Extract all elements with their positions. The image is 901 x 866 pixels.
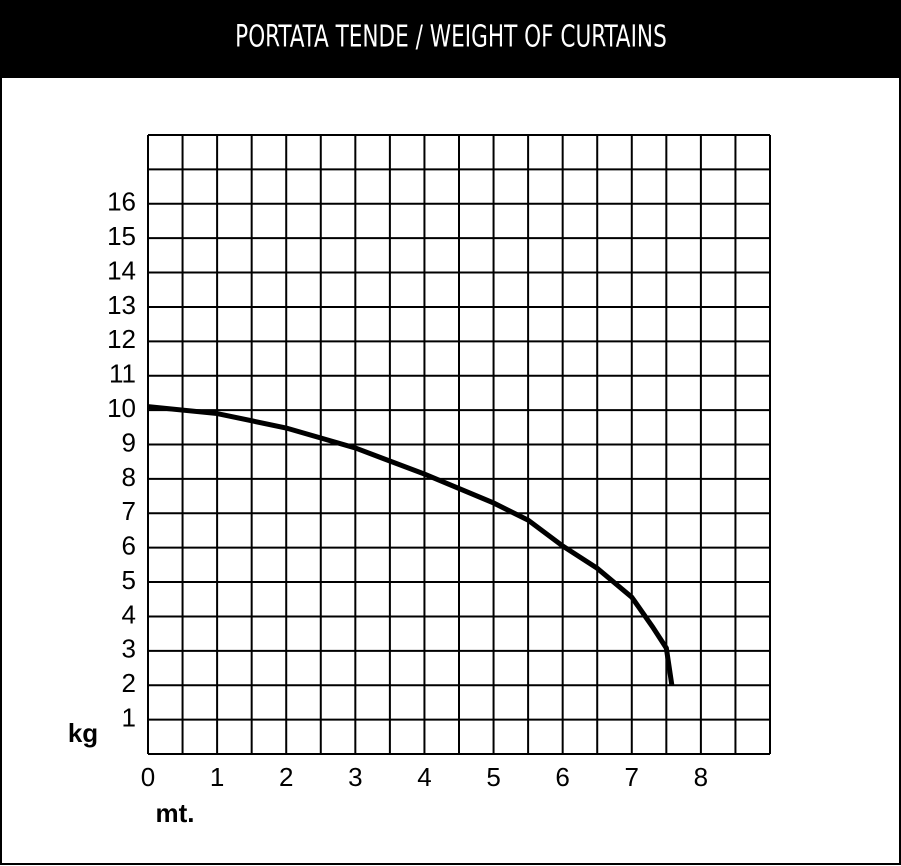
y-tick-label: 8 xyxy=(122,462,136,492)
y-tick-label: 7 xyxy=(122,496,136,526)
y-tick-label: 9 xyxy=(122,427,136,457)
y-tick-label: 6 xyxy=(122,531,136,561)
y-tick-label: 12 xyxy=(107,324,136,354)
x-tick-label: 6 xyxy=(555,762,569,792)
data-line xyxy=(147,404,675,686)
x-tick-label: 5 xyxy=(486,762,500,792)
chart-title: PORTATA TENDE / WEIGHT OF CURTAINS xyxy=(235,20,667,54)
y-tick-label: 14 xyxy=(107,255,136,285)
x-tick-label: 1 xyxy=(210,762,224,792)
y-tick-label: 13 xyxy=(107,290,136,320)
x-tick-label: 3 xyxy=(348,762,362,792)
x-tick-label: 4 xyxy=(417,762,431,792)
y-tick-label: 2 xyxy=(122,668,136,698)
y-tick-label: 5 xyxy=(122,565,136,595)
y-tick-label: 4 xyxy=(122,599,136,629)
x-tick-label: 8 xyxy=(694,762,708,792)
y-tick-label: 15 xyxy=(107,221,136,251)
y-tick-label: 1 xyxy=(122,702,136,732)
x-tick-label: 7 xyxy=(625,762,639,792)
y-axis-label: kg xyxy=(68,718,98,748)
x-tick-label: 0 xyxy=(141,762,155,792)
y-tick-label: 16 xyxy=(107,187,136,217)
x-tick-label: 2 xyxy=(279,762,293,792)
header-bar xyxy=(0,0,901,78)
x-axis-label: mt. xyxy=(156,798,195,828)
y-tick-label: 3 xyxy=(122,634,136,664)
y-tick-label: 11 xyxy=(109,359,136,389)
y-tick-label: 10 xyxy=(107,393,136,423)
